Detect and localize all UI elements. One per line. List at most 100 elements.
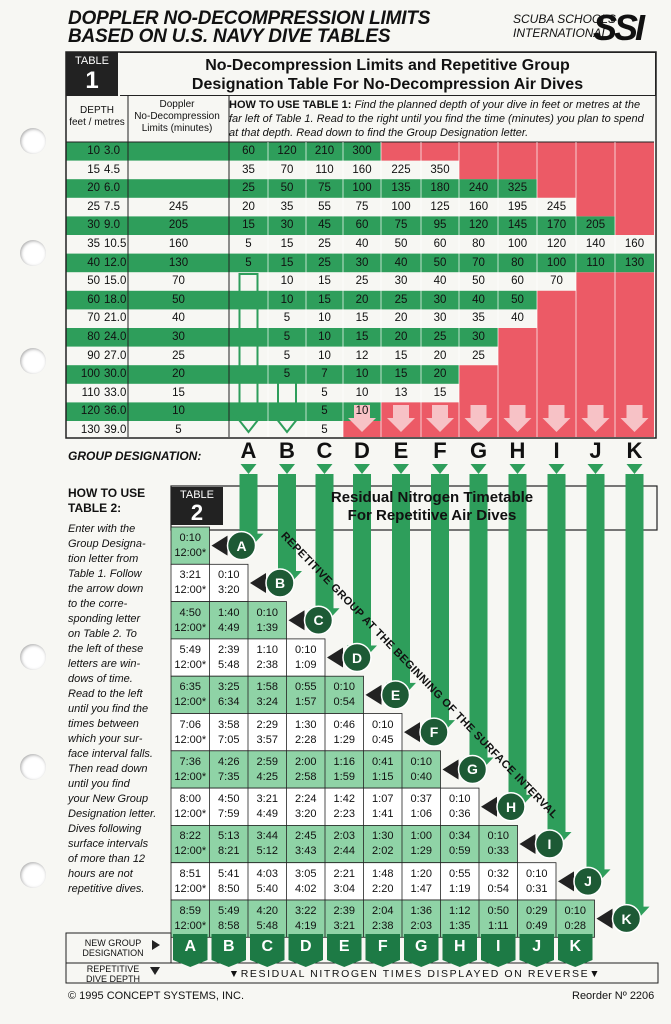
interval-start: 1:42 [333, 793, 355, 806]
interval-end: 7:59 [218, 808, 240, 821]
table1-title: No-Decompression Limits and Repetitive G… [120, 52, 656, 96]
row-pointer [596, 908, 613, 929]
label-pointer [150, 967, 160, 975]
stripe [128, 365, 229, 384]
group-letter: B [279, 438, 295, 463]
group-circle-letter: I [547, 836, 552, 853]
doppler-limit: 10 [172, 405, 185, 418]
group-marker [548, 464, 565, 474]
interval-start: 1:20 [410, 867, 432, 880]
new-group-tile-arrow [327, 960, 362, 967]
bottom-time: 5 [321, 386, 328, 399]
interval-start: 1:10 [256, 643, 278, 656]
stripe [66, 402, 128, 421]
group-bar [547, 474, 566, 835]
depth-metres: 18.0 [104, 293, 127, 306]
bottom-time: 110 [586, 256, 605, 269]
interval-end: 8:21 [218, 845, 240, 858]
depth-header-line: feet / metres [69, 117, 125, 128]
table2-row-bg [170, 750, 441, 789]
table2-tag-word: TABLE [179, 489, 215, 501]
doppler-header-line: Limits (minutes) [141, 123, 213, 134]
interval-start: 0:10 [564, 905, 586, 917]
depth-feet: 15 [87, 163, 100, 176]
group-letter: G [469, 438, 488, 463]
bottom-time: 50 [511, 293, 524, 306]
bottom-time: 25 [355, 275, 369, 288]
new-group-tile-arrow [442, 960, 477, 967]
interval-end: 12:00* [174, 808, 207, 821]
group-circle-letter: D [351, 649, 363, 666]
doppler-limit: 30 [172, 331, 185, 343]
bottom-time: 20 [433, 368, 447, 381]
interval-start: 2:24 [295, 793, 317, 806]
group-letter: D [354, 438, 370, 463]
stripe [128, 179, 229, 198]
bottom-time: 125 [430, 200, 450, 213]
depth-feet: 90 [87, 349, 100, 362]
interval-start: 3:21 [256, 793, 278, 806]
new-group-tile-arrow [404, 960, 439, 967]
bottom-time: 25 [394, 293, 408, 306]
group-bar [315, 474, 334, 611]
interval-start: 4:26 [218, 755, 240, 768]
interval-end: 0:45 [372, 733, 394, 746]
bottom-time: 5 [283, 331, 291, 343]
depth-feet: 50 [87, 275, 100, 288]
group-circle-letter: J [584, 873, 592, 890]
stripe [66, 253, 128, 273]
row-pointer [442, 759, 459, 780]
depth-metres: 10.5 [104, 238, 127, 250]
stripe [229, 328, 498, 347]
bottom-time: 15 [280, 256, 294, 269]
interval-end: 12:00* [174, 882, 207, 895]
doppler-limit: 15 [172, 386, 185, 399]
bottom-time: 60 [355, 219, 369, 232]
bottom-time: 160 [468, 200, 489, 213]
bottom-time: 70 [472, 256, 485, 269]
howto-line: which your sur- [68, 733, 143, 745]
group-circle-letter: B [274, 574, 286, 591]
new-group-tile-arrow [481, 960, 516, 967]
group-letter: C [316, 438, 333, 463]
interval-start: 0:10 [218, 569, 240, 582]
new-group-tile [250, 934, 285, 960]
interval-start: 2:45 [295, 830, 317, 843]
stripe [66, 365, 128, 384]
table2-instructions: Enter with the Group Designa-tion letter … [68, 522, 164, 897]
interval-end: 4:49 [256, 808, 278, 821]
interval-end: 1:15 [372, 770, 394, 783]
bottom-time: 160 [624, 238, 645, 250]
bottom-time: 180 [430, 182, 450, 195]
bottom-time: 120 [277, 145, 297, 157]
interval-end: 2:03 [410, 920, 432, 932]
interval-end: 12:00* [174, 845, 207, 858]
interval-start: 0:10 [487, 830, 509, 843]
bottom-time: 100 [352, 182, 372, 195]
reorder-number: Reorder Nº 2206 [572, 990, 655, 1002]
group-bar [353, 474, 371, 648]
interval-end: 1:29 [333, 733, 355, 746]
bottom-time: 205 [585, 219, 606, 232]
interval-start: 2:39 [333, 905, 355, 917]
bottom-time: 5 [283, 349, 291, 362]
interval-end: 1:09 [295, 658, 317, 671]
new-group-tile-arrow [288, 960, 323, 967]
doppler-limit: 245 [168, 200, 189, 213]
depth-feet: 70 [87, 312, 100, 325]
stripe [128, 290, 229, 310]
interval-start: 0:46 [333, 718, 355, 731]
interval-end: 1:47 [410, 882, 432, 895]
doppler-limit: 50 [172, 293, 185, 306]
group-letter: A [240, 438, 257, 463]
stripe [128, 328, 229, 347]
bottom-time: 5 [245, 238, 252, 250]
interval-start: 3:58 [218, 718, 240, 731]
new-group-label-line: DESIGNATION [82, 948, 144, 958]
interval-start: 1:48 [372, 867, 394, 880]
bottom-time: 20 [433, 349, 447, 362]
depth-feet: 60 [87, 293, 100, 306]
bottom-time: 40 [355, 238, 369, 250]
depth-metres: 12.0 [104, 256, 127, 269]
outline-arrow [269, 373, 305, 434]
